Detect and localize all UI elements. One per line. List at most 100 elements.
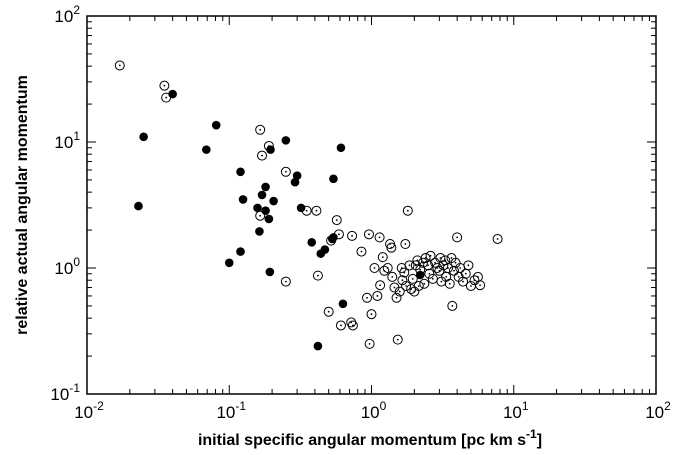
open-point-dot	[259, 128, 262, 131]
open-point-ring	[331, 215, 342, 226]
open-point-dot	[395, 296, 398, 299]
open-point	[331, 215, 342, 226]
open-point-ring	[435, 253, 446, 264]
open-point-dot	[165, 96, 168, 99]
open-point-dot	[350, 321, 353, 324]
open-point-ring	[387, 271, 398, 282]
open-point-ring	[255, 124, 266, 135]
x-axis-title-sup: -1	[526, 427, 537, 441]
x-tick-label-exponent: 1	[522, 399, 529, 413]
x-tick-label-exponent: 2	[664, 399, 671, 413]
open-point-ring	[369, 263, 380, 273]
open-point-dot	[381, 256, 384, 259]
y-axis-title: relative actual angular momentum	[14, 75, 31, 335]
open-point-ring	[417, 257, 428, 268]
filled-point	[253, 203, 262, 213]
filled-point	[236, 167, 245, 177]
open-point-dot	[436, 267, 439, 269]
open-point	[387, 271, 398, 282]
open-point-dot	[408, 264, 411, 267]
open-point-ring	[463, 260, 474, 271]
open-point-dot	[444, 259, 447, 262]
open-point-dot	[391, 275, 394, 278]
x-tick-labels: 10-2 10-1 100 101 102	[74, 399, 671, 422]
filled-point	[265, 267, 275, 277]
open-point-ring	[362, 292, 373, 303]
open-point-dot	[398, 290, 401, 293]
open-point-ring	[255, 210, 266, 221]
open-point-dot	[379, 284, 382, 287]
y-tick-label: 101	[54, 129, 80, 152]
open-point-dot	[284, 280, 287, 283]
open-point	[413, 280, 424, 291]
open-point	[280, 276, 291, 287]
open-point-dot	[457, 275, 460, 278]
x-tick-label-base: 10	[503, 403, 522, 422]
open-point-dot	[376, 295, 379, 297]
open-point-dot	[464, 272, 467, 275]
open-point-dot	[454, 261, 457, 264]
filled-point	[224, 258, 234, 268]
open-point-dot	[428, 272, 431, 275]
open-point	[362, 292, 373, 303]
open-point-dot	[431, 277, 434, 280]
axis-ticks	[86, 15, 657, 395]
data-points	[114, 60, 503, 351]
open-point-dot	[453, 269, 455, 272]
open-point-dot	[366, 296, 368, 299]
open-point-ring	[326, 235, 337, 246]
open-point-ring	[415, 264, 426, 275]
x-tick-label: 101	[503, 399, 529, 422]
filled-point	[257, 190, 267, 200]
open-point-dot	[268, 145, 270, 147]
open-point-dot	[403, 271, 406, 274]
open-point-dot	[450, 257, 453, 259]
y-tick-label-base: 10	[50, 385, 69, 404]
open-point-dot	[386, 267, 389, 269]
x-tick-label-base: 10	[216, 403, 235, 422]
open-point-dot	[360, 250, 363, 253]
open-point-dot	[261, 154, 263, 157]
x-tick-label-exponent: 0	[380, 399, 387, 413]
open-point-dot	[440, 280, 443, 283]
open-point-dot	[118, 64, 121, 67]
open-point-ring	[375, 280, 386, 291]
filled-point	[261, 206, 270, 215]
open-point-ring	[301, 205, 312, 216]
open-point-dot	[470, 285, 472, 287]
open-point-dot	[429, 254, 432, 257]
open-point-dot	[434, 261, 437, 264]
open-point-dot	[401, 279, 404, 282]
open-point-ring	[377, 252, 388, 263]
open-point-ring	[469, 275, 480, 286]
open-point-ring	[394, 286, 405, 297]
open-point-ring	[492, 233, 503, 244]
open-point-dot	[445, 275, 448, 278]
open-point	[394, 286, 405, 297]
open-point-ring	[413, 280, 424, 291]
open-point-ring	[399, 267, 410, 278]
open-point-ring	[346, 317, 357, 328]
filled-point	[255, 227, 264, 236]
open-point-dot	[405, 285, 407, 287]
open-point-dot	[496, 238, 499, 240]
open-point	[333, 229, 344, 240]
y-tick-label: 102	[54, 3, 80, 26]
filled-point	[236, 247, 245, 256]
open-point-dot	[419, 268, 422, 271]
open-point	[301, 205, 312, 216]
open-point-dot	[340, 324, 342, 327]
open-point-ring	[443, 263, 454, 273]
plot-area-frame	[86, 15, 657, 395]
open-point-ring	[364, 338, 375, 349]
open-point	[472, 271, 483, 282]
open-point-ring	[424, 268, 435, 279]
filled-point	[266, 145, 275, 154]
open-point-ring	[311, 205, 322, 216]
x-tick-label-base: 10	[74, 403, 93, 422]
open-point-ring	[392, 334, 403, 345]
open-point	[407, 273, 418, 284]
filled-point	[261, 182, 270, 192]
open-point-ring	[347, 230, 358, 241]
